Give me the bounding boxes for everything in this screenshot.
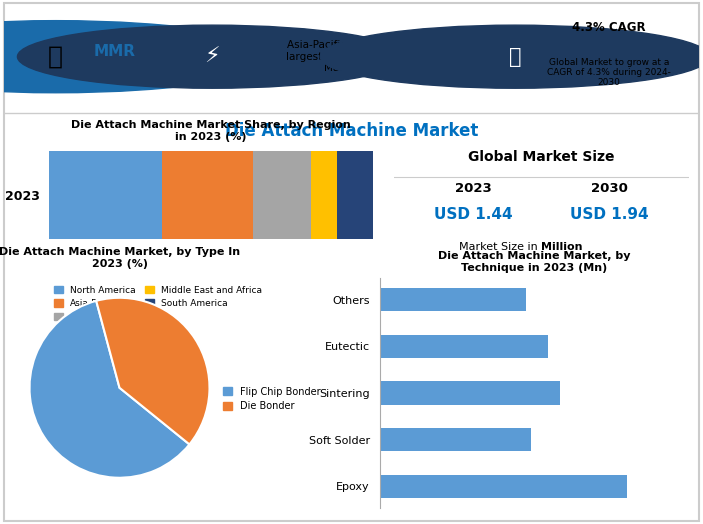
Bar xyxy=(380,381,560,405)
Text: 🌍: 🌍 xyxy=(49,45,63,69)
Wedge shape xyxy=(30,301,189,478)
Text: Die Attach Machine Market: Die Attach Machine Market xyxy=(225,122,478,140)
Title: Die Attach Machine Market, by Type In
2023 (%): Die Attach Machine Market, by Type In 20… xyxy=(0,247,240,269)
Bar xyxy=(49,151,162,239)
Bar xyxy=(253,151,311,239)
Legend: North America, Asia-Pacific, Europe, Middle East and Africa, South America: North America, Asia-Pacific, Europe, Mid… xyxy=(51,282,266,325)
Bar xyxy=(380,335,548,358)
Text: Global Market to grow at a
CAGR of 4.3% during 2024-
2030: Global Market to grow at a CAGR of 4.3% … xyxy=(547,58,671,88)
Text: 🔥: 🔥 xyxy=(509,47,522,67)
Bar xyxy=(337,151,373,239)
Legend: Flip Chip Bonder, Die Bonder: Flip Chip Bonder, Die Bonder xyxy=(219,383,325,416)
Text: 2023: 2023 xyxy=(455,182,492,195)
Wedge shape xyxy=(96,298,209,444)
Text: 4.3% CAGR: 4.3% CAGR xyxy=(572,21,646,34)
Circle shape xyxy=(18,25,407,88)
Text: Market Size in: Market Size in xyxy=(459,242,541,252)
Title: Die Attach Machine Market, by
Technique in 2023 (Mn): Die Attach Machine Market, by Technique … xyxy=(438,251,631,273)
Bar xyxy=(311,151,337,239)
Text: Global Market Size: Global Market Size xyxy=(468,150,614,164)
Text: 2030: 2030 xyxy=(591,182,628,195)
Text: MMR: MMR xyxy=(94,43,136,59)
Text: Asia-Pacific Market Accounted
largest share in the Die Attach
Machine Market: Asia-Pacific Market Accounted largest sh… xyxy=(285,40,445,73)
Text: USD 1.94: USD 1.94 xyxy=(570,208,649,222)
Bar xyxy=(380,475,627,498)
Bar xyxy=(380,288,526,311)
Circle shape xyxy=(320,25,703,88)
Title: Die Attach Machine Market Share, by Region
in 2023 (%): Die Attach Machine Market Share, by Regi… xyxy=(71,120,351,142)
Circle shape xyxy=(0,20,278,93)
Bar xyxy=(380,428,531,451)
Text: USD 1.44: USD 1.44 xyxy=(434,208,512,222)
Text: ⚡: ⚡ xyxy=(205,47,220,67)
Bar xyxy=(162,151,253,239)
Text: Million: Million xyxy=(541,242,583,252)
